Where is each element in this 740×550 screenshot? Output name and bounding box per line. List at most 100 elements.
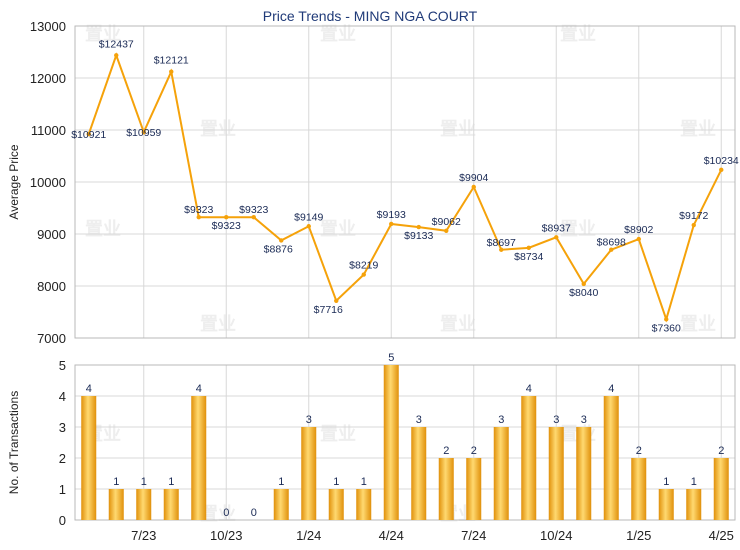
transaction-count-label: 2	[718, 445, 724, 457]
price-data-label: $7716	[314, 304, 343, 316]
transaction-bar	[713, 458, 729, 520]
watermark-mark: 置业	[320, 24, 356, 44]
transaction-bar	[383, 365, 399, 520]
transaction-bar	[548, 427, 564, 520]
price-point	[416, 224, 421, 230]
price-axis-title: Average Price	[7, 144, 21, 219]
price-data-label: $8902	[624, 224, 653, 236]
transaction-bar	[576, 427, 592, 520]
transaction-count-label: 0	[251, 507, 257, 519]
date-tick-label: 4/24	[379, 528, 404, 543]
watermark-mark: 置业	[440, 119, 476, 139]
price-point	[169, 69, 174, 74]
transaction-count-label: 4	[526, 383, 532, 395]
date-tick-label: 1/24	[296, 528, 321, 543]
transaction-bar	[466, 458, 482, 520]
transaction-count-label: 3	[581, 414, 587, 426]
transaction-bar	[273, 489, 289, 520]
watermark-mark: 置业	[560, 24, 596, 44]
date-tick-label: 7/23	[131, 528, 156, 543]
price-point	[609, 247, 614, 252]
price-tick-label: 7000	[37, 331, 66, 346]
price-tick-label: 12000	[30, 71, 66, 86]
transaction-bar	[136, 489, 152, 520]
price-line-layer	[86, 52, 724, 323]
price-tick-label: 11000	[31, 123, 66, 138]
watermark-mark: 置业	[85, 219, 121, 239]
data-labels: $10921 $12437 $10959 $12121 $9323 $9323 $9323 $…	[71, 38, 739, 519]
price-data-label: $9172	[679, 210, 708, 222]
transaction-count-label: 3	[553, 414, 559, 426]
transaction-bar	[163, 489, 179, 520]
price-data-label: $12121	[154, 55, 189, 67]
price-data-label: $10921	[71, 129, 106, 141]
transaction-count-label: 2	[471, 445, 477, 457]
transaction-count-label: 5	[388, 352, 394, 364]
price-point	[581, 281, 586, 287]
transaction-count-label: 1	[361, 476, 367, 488]
transaction-count-label: 1	[113, 476, 119, 488]
date-tick-label: 10/23	[210, 528, 243, 543]
price-point	[691, 222, 696, 228]
price-point	[306, 224, 311, 229]
transaction-count-label: 1	[333, 476, 339, 488]
price-point	[86, 131, 91, 137]
watermark-mark: 置业	[200, 119, 236, 139]
transaction-count-label: 1	[663, 476, 669, 488]
price-point	[499, 247, 504, 252]
date-tick-label: 10/24	[540, 528, 573, 543]
price-point	[444, 228, 449, 233]
date-tick-label: 1/25	[626, 528, 651, 543]
price-point	[114, 53, 119, 58]
price-data-label: $8734	[514, 251, 543, 263]
price-tick-label: 10000	[30, 175, 66, 190]
transaction-count-label: 0	[223, 507, 229, 519]
tx-tick-label: 3	[59, 420, 66, 435]
price-data-label: $10959	[126, 127, 161, 139]
transaction-bar	[438, 458, 454, 520]
transaction-bar	[328, 489, 344, 520]
transactions-axis-title: No. of Transactions	[7, 391, 21, 494]
watermark-mark: 置业	[200, 504, 236, 524]
date-tick-label: 7/24	[461, 528, 486, 543]
transaction-bar	[191, 396, 207, 520]
transaction-count-label: 3	[306, 414, 312, 426]
price-point	[664, 317, 669, 322]
tx-plot-frame	[74, 364, 736, 521]
transaction-bar	[301, 427, 317, 520]
price-tick-label: 8000	[37, 279, 66, 294]
transaction-count-label: 4	[196, 383, 202, 395]
transaction-bar	[686, 489, 702, 520]
tx-tick-label: 5	[59, 358, 66, 373]
price-data-label: $8698	[597, 237, 626, 249]
transaction-count-label: 3	[416, 414, 422, 426]
transaction-bar	[493, 427, 509, 520]
price-point	[279, 238, 284, 243]
transaction-bar	[356, 489, 372, 520]
watermark-mark: 置业	[680, 119, 716, 139]
price-plot-frame	[74, 25, 736, 339]
price-point	[224, 215, 229, 220]
price-series-line	[87, 52, 723, 323]
price-data-label: $8040	[569, 287, 598, 299]
transactions-grid	[74, 364, 736, 521]
price-point	[636, 236, 641, 242]
price-data-label: $8219	[349, 260, 378, 272]
transaction-count-label: 1	[141, 476, 147, 488]
watermark-mark: 置业	[85, 24, 121, 44]
transaction-count-label: 1	[278, 476, 284, 488]
transaction-bar	[658, 489, 674, 520]
date-tick-label: 4/25	[709, 528, 734, 543]
tx-tick-label: 4	[59, 389, 66, 404]
transaction-count-label: 3	[498, 414, 504, 426]
price-point	[471, 184, 476, 190]
price-data-label: $10234	[704, 155, 739, 167]
price-data-label: $9323	[184, 204, 213, 216]
transaction-count-label: 1	[691, 476, 697, 488]
price-point	[141, 129, 146, 135]
price-point	[251, 215, 256, 220]
price-data-label: $12437	[99, 38, 134, 50]
price-point	[361, 272, 366, 277]
